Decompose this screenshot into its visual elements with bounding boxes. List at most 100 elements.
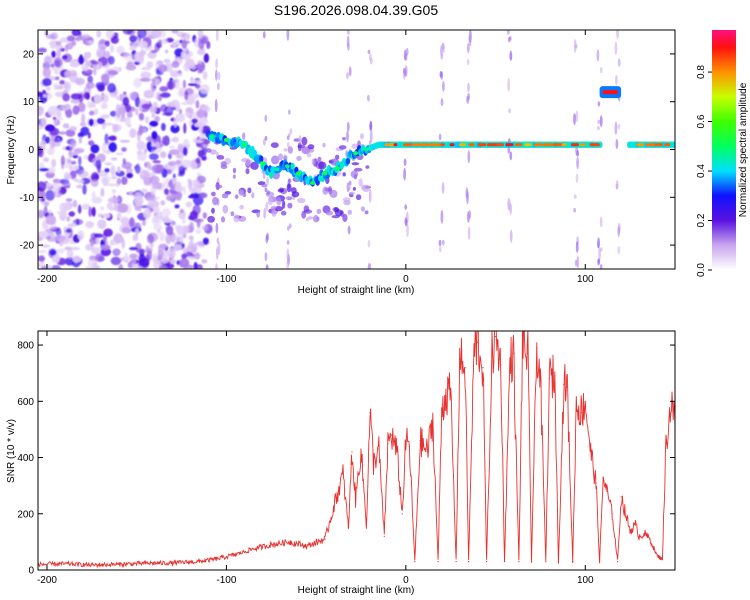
noise-blob [54,76,60,81]
track-halo-blob [245,168,250,175]
track-halo-blob [216,155,225,160]
noise-blob [54,68,58,75]
noise-blob [70,160,77,165]
spectrogram-y-tick-label: 10 [23,97,35,108]
noise-blob [160,200,166,206]
noise-blob [165,234,172,245]
noise-blob [87,75,93,84]
noise-blob [102,213,111,219]
noise-blob [129,217,135,228]
noise-blob [203,53,210,63]
noise-blob [197,149,205,158]
noise-blob [132,234,139,242]
noise-blob [43,56,53,65]
noise-blob [45,182,53,188]
noise-blob [124,104,132,113]
noise-blob [196,264,203,269]
snr-marks [38,331,675,569]
noise-blob [162,218,173,224]
streak-blob [286,259,290,269]
noise-blob [93,174,100,180]
noise-blob [160,92,171,98]
noise-blob [38,250,47,253]
snr-data-point [342,473,344,475]
noise-blob [101,143,107,153]
streak-blob [265,264,269,269]
streak-blob [215,58,219,69]
track-halo-blob [361,184,366,191]
noise-blob [161,136,167,144]
streak-blob [597,237,600,249]
noise-blob [160,151,167,159]
streak-blob [597,258,600,266]
noise-blob [149,153,159,161]
noise-blob [137,30,147,39]
noise-blob [91,206,96,217]
noise-blob [180,225,190,235]
snr-data-point [234,553,236,556]
snr-data-point [252,548,254,550]
streak-blob [367,239,371,248]
streak-blob [264,252,268,262]
streak-blob [573,207,576,213]
noise-blob [202,105,211,113]
noise-blob [56,50,61,58]
noise-blob [70,99,81,104]
noise-blob [139,50,145,58]
streak-blob [347,184,351,190]
noise-blob [197,30,204,39]
noise-blob [139,77,151,82]
noise-blob [200,37,207,45]
snr-data-point [590,451,592,453]
track-halo-blob [222,204,229,214]
streak-blob [217,71,221,81]
noise-blob [110,165,116,176]
chart-title: S196.2026.098.04.39.G05 [274,2,438,18]
noise-blob [153,253,157,261]
track-core [274,167,280,172]
snr-data-point [495,336,497,338]
streak-blob [509,229,513,243]
noise-blob [77,170,89,178]
noise-blob [117,165,121,174]
streak-blob [465,187,469,199]
noise-blob [166,169,172,175]
noise-blob [180,151,184,162]
snr-data-point [270,544,272,546]
track-cell [672,141,675,148]
noise-blob [197,48,206,56]
track-hotspot [552,143,563,147]
noise-blob [165,49,169,54]
track-halo-blob [247,187,252,194]
noise-blob [138,112,145,121]
track-cell [345,157,351,165]
noise-blob [61,103,72,111]
noise-blob [103,122,114,126]
noise-blob [40,140,46,150]
streak-blob [574,259,578,267]
noise-blob [72,105,80,115]
streak-blob [441,239,445,246]
noise-blob [138,257,150,268]
track-halo-blob [365,165,370,169]
track-hotspot [421,143,433,147]
streak-blob [346,72,349,80]
noise-blob [201,225,209,231]
noise-blob [69,144,75,151]
streak-blob [599,216,603,228]
track-core [335,166,341,171]
noise-blob [51,265,61,269]
streak-blob [617,58,621,67]
noise-blob [69,61,80,68]
track-halo-blob [221,193,229,199]
track-halo-blob [287,202,293,209]
noise-blob [172,73,184,77]
streak-blob [347,30,350,35]
track-core [310,181,315,185]
noise-blob [166,101,174,107]
noise-blob [145,196,157,202]
streak-blob [615,138,619,150]
noise-blob [65,129,76,137]
noise-blob [140,188,148,193]
track-halo-blob [287,146,293,154]
